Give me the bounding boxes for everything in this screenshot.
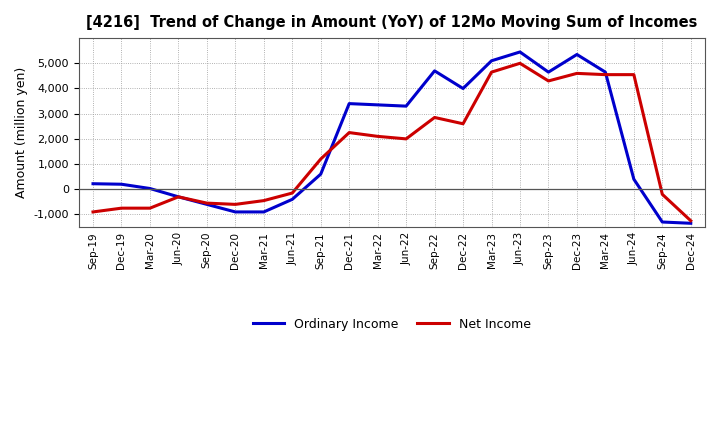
Ordinary Income: [459, 86, 467, 91]
Ordinary Income: [117, 182, 126, 187]
Net Income: [259, 198, 268, 203]
Net Income: [516, 61, 524, 66]
Ordinary Income: [516, 49, 524, 55]
Net Income: [686, 218, 695, 224]
Net Income: [487, 70, 496, 75]
Ordinary Income: [629, 176, 638, 182]
Ordinary Income: [145, 186, 154, 191]
Net Income: [145, 205, 154, 211]
Ordinary Income: [231, 209, 240, 215]
Ordinary Income: [487, 58, 496, 63]
Ordinary Income: [658, 220, 667, 225]
Ordinary Income: [316, 172, 325, 177]
Title: [4216]  Trend of Change in Amount (YoY) of 12Mo Moving Sum of Incomes: [4216] Trend of Change in Amount (YoY) o…: [86, 15, 698, 30]
Ordinary Income: [259, 209, 268, 215]
Net Income: [374, 134, 382, 139]
Net Income: [288, 191, 297, 196]
Line: Net Income: Net Income: [93, 63, 690, 221]
Net Income: [117, 205, 126, 211]
Net Income: [544, 78, 553, 84]
Ordinary Income: [202, 202, 211, 207]
Net Income: [431, 115, 439, 120]
Line: Ordinary Income: Ordinary Income: [93, 52, 690, 223]
Ordinary Income: [431, 68, 439, 73]
Net Income: [601, 72, 610, 77]
Net Income: [402, 136, 410, 142]
Net Income: [629, 72, 638, 77]
Ordinary Income: [544, 70, 553, 75]
Ordinary Income: [572, 52, 581, 57]
Net Income: [316, 156, 325, 161]
Net Income: [174, 194, 183, 199]
Net Income: [459, 121, 467, 126]
Y-axis label: Amount (million yen): Amount (million yen): [15, 67, 28, 198]
Ordinary Income: [374, 102, 382, 107]
Net Income: [89, 209, 97, 215]
Ordinary Income: [601, 70, 610, 75]
Net Income: [345, 130, 354, 135]
Ordinary Income: [89, 181, 97, 187]
Net Income: [658, 192, 667, 197]
Ordinary Income: [686, 220, 695, 226]
Legend: Ordinary Income, Net Income: Ordinary Income, Net Income: [248, 313, 536, 336]
Ordinary Income: [174, 194, 183, 199]
Net Income: [231, 202, 240, 207]
Net Income: [202, 201, 211, 206]
Ordinary Income: [402, 103, 410, 109]
Ordinary Income: [288, 197, 297, 202]
Net Income: [572, 71, 581, 76]
Ordinary Income: [345, 101, 354, 106]
